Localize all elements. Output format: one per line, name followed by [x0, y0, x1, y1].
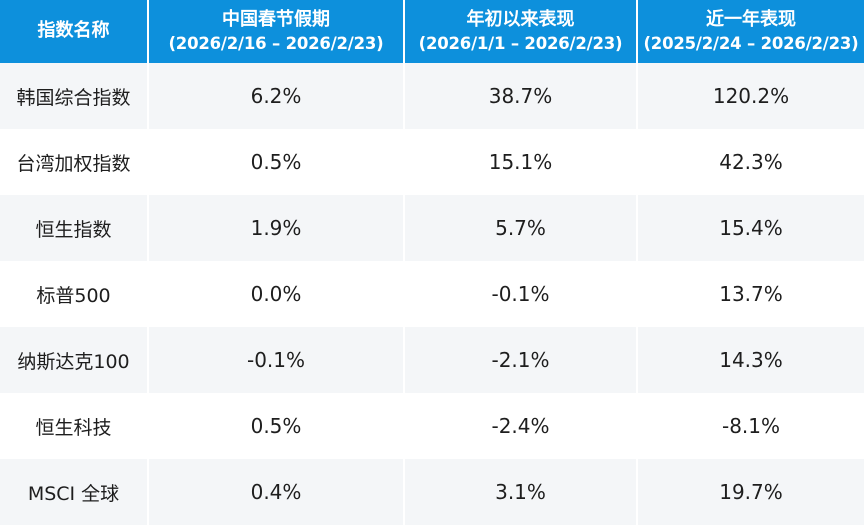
- one-year-value: 13.7%: [719, 282, 783, 306]
- table-row: 韩国综合指数 6.2% 38.7% 120.2%: [0, 63, 864, 129]
- holiday-value-cell: 1.9%: [147, 195, 403, 261]
- one-year-value: 15.4%: [719, 216, 783, 240]
- one-year-value-cell: 19.7%: [636, 459, 864, 525]
- header-one-year-title: 近一年表现: [706, 9, 796, 31]
- table-row: 恒生科技 0.5% -2.4% -8.1%: [0, 393, 864, 459]
- index-name-cell: 标普500: [0, 261, 147, 327]
- holiday-value-cell: 6.2%: [147, 63, 403, 129]
- header-holiday-range: (2026/2/16 – 2026/2/23): [168, 33, 384, 53]
- holiday-value: 1.9%: [250, 216, 302, 240]
- index-name: 恒生科技: [35, 416, 112, 439]
- one-year-value-cell: 14.3%: [636, 327, 864, 393]
- index-name: 标普500: [36, 284, 111, 307]
- holiday-value-cell: 0.4%: [147, 459, 403, 525]
- index-name: 韩国综合指数: [16, 86, 131, 109]
- ytd-value-cell: 3.1%: [403, 459, 636, 525]
- holiday-value: 0.4%: [250, 480, 302, 504]
- ytd-value: 15.1%: [488, 150, 553, 174]
- one-year-value-cell: 42.3%: [636, 129, 864, 195]
- one-year-value-cell: 13.7%: [636, 261, 864, 327]
- table-row: 恒生指数 1.9% 5.7% 15.4%: [0, 195, 864, 261]
- table-header-row: 指数名称 中国春节假期 (2026/2/16 – 2026/2/23) 年初以来…: [0, 0, 864, 63]
- holiday-value: 0.5%: [250, 150, 302, 174]
- index-name-cell: MSCI 全球: [0, 459, 147, 525]
- header-index-name: 指数名称: [0, 0, 147, 63]
- ytd-value-cell: 38.7%: [403, 63, 636, 129]
- header-ytd-period: 年初以来表现 (2026/1/1 – 2026/2/23): [403, 0, 636, 63]
- one-year-value: 42.3%: [719, 150, 783, 174]
- header-ytd-range: (2026/1/1 – 2026/2/23): [418, 33, 623, 53]
- header-ytd-title: 年初以来表现: [466, 9, 575, 31]
- index-name-cell: 恒生科技: [0, 393, 147, 459]
- ytd-value-cell: -2.4%: [403, 393, 636, 459]
- one-year-value: 120.2%: [712, 84, 790, 108]
- header-holiday-period: 中国春节假期 (2026/2/16 – 2026/2/23): [147, 0, 403, 63]
- table-row: MSCI 全球 0.4% 3.1% 19.7%: [0, 459, 864, 525]
- holiday-value-cell: 0.5%: [147, 393, 403, 459]
- ytd-value-cell: 15.1%: [403, 129, 636, 195]
- table-row: 标普500 0.0% -0.1% 13.7%: [0, 261, 864, 327]
- index-name: MSCI 全球: [27, 482, 120, 505]
- index-name-cell: 韩国综合指数: [0, 63, 147, 129]
- holiday-value-cell: -0.1%: [147, 327, 403, 393]
- index-name: 恒生指数: [35, 218, 112, 241]
- ytd-value: -2.4%: [491, 414, 550, 438]
- ytd-value-cell: -0.1%: [403, 261, 636, 327]
- index-name: 纳斯达克100: [17, 350, 130, 373]
- header-one-year-range: (2025/2/24 – 2026/2/23): [643, 33, 859, 53]
- ytd-value: 38.7%: [488, 84, 553, 108]
- one-year-value: 19.7%: [719, 480, 783, 504]
- index-name-cell: 纳斯达克100: [0, 327, 147, 393]
- ytd-value-cell: -2.1%: [403, 327, 636, 393]
- ytd-value-cell: 5.7%: [403, 195, 636, 261]
- table-body: 韩国综合指数 6.2% 38.7% 120.2% 台湾加权指数 0.5% 15.…: [0, 63, 864, 525]
- ytd-value: -2.1%: [491, 348, 550, 372]
- ytd-value: 5.7%: [495, 216, 546, 240]
- index-name-cell: 台湾加权指数: [0, 129, 147, 195]
- ytd-value: -0.1%: [491, 282, 550, 306]
- holiday-value: -0.1%: [246, 348, 306, 372]
- index-name-cell: 恒生指数: [0, 195, 147, 261]
- one-year-value-cell: 15.4%: [636, 195, 864, 261]
- one-year-value-cell: -8.1%: [636, 393, 864, 459]
- holiday-value: 0.5%: [250, 414, 302, 438]
- table-row: 台湾加权指数 0.5% 15.1% 42.3%: [0, 129, 864, 195]
- holiday-value-cell: 0.0%: [147, 261, 403, 327]
- ytd-value: 3.1%: [495, 480, 546, 504]
- header-index-name-label: 指数名称: [37, 20, 110, 42]
- header-holiday-title: 中国春节假期: [222, 9, 330, 31]
- one-year-value-cell: 120.2%: [636, 63, 864, 129]
- one-year-value: -8.1%: [721, 414, 781, 438]
- index-name: 台湾加权指数: [16, 152, 131, 175]
- holiday-value: 6.2%: [250, 84, 302, 108]
- one-year-value: 14.3%: [719, 348, 783, 372]
- table-row: 纳斯达克100 -0.1% -2.1% 14.3%: [0, 327, 864, 393]
- holiday-value: 0.0%: [250, 282, 302, 306]
- holiday-value-cell: 0.5%: [147, 129, 403, 195]
- header-one-year-period: 近一年表现 (2025/2/24 – 2026/2/23): [636, 0, 864, 63]
